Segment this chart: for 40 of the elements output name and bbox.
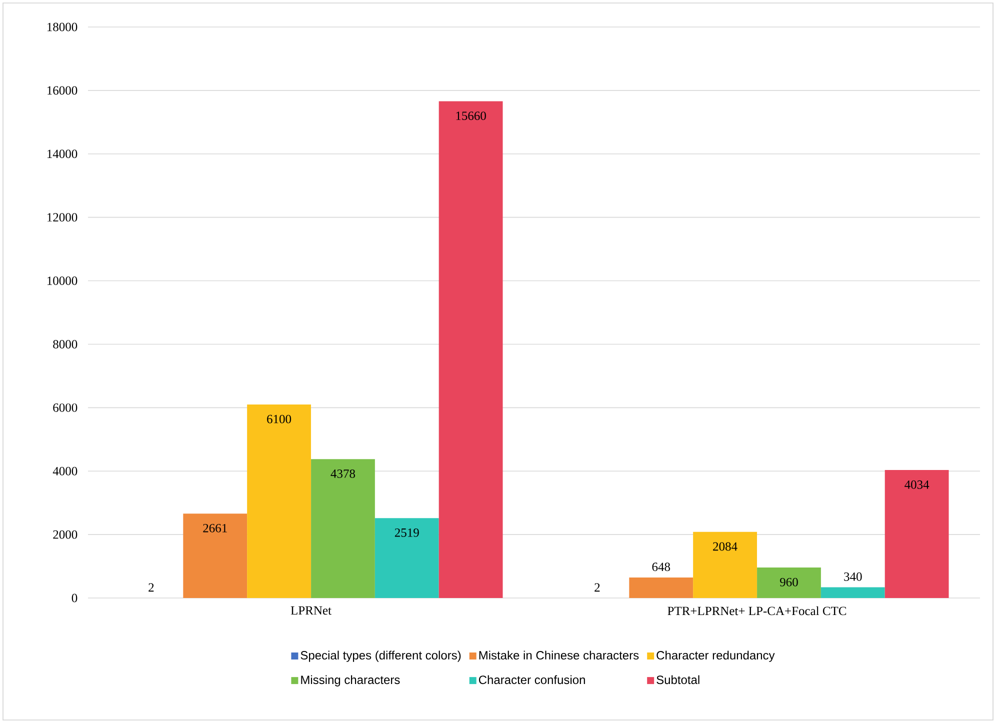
bar [693,532,757,598]
bar [438,101,503,598]
data-label: 15660 [456,112,486,120]
y-tick-label: 0 [72,594,78,602]
y-tick-label: 12000 [47,213,78,222]
legend-label: Mistake in Chinese characters [479,650,639,660]
legend-label: Subtotal [656,675,700,684]
y-tick-label: 10000 [47,276,78,285]
bar [183,514,248,598]
data-label: 2084 [713,542,738,551]
legend-label: Missing characters [301,675,400,686]
y-tick-label: 4000 [52,466,78,476]
bar [629,577,694,598]
data-label: 340 [844,572,862,581]
bar [311,459,375,598]
bar [757,568,821,598]
data-label: 648 [652,562,670,572]
data-label: 2519 [394,528,419,537]
legend-label: Character redundancy [656,650,775,662]
bar [247,404,311,598]
y-tick-label: 6000 [53,403,78,412]
y-tick-label: 18000 [47,22,78,32]
y-tick-label: 14000 [47,150,78,158]
y-tick-label: 16000 [47,86,78,95]
data-label: 2 [594,583,600,592]
bar [884,470,949,598]
data-label: 6100 [267,414,292,424]
bar [820,587,885,598]
data-label: 960 [780,578,798,586]
y-tick-label: 8000 [53,340,78,348]
x-tick-label: LPRNet [290,606,332,615]
data-label: 2 [148,583,154,592]
data-label: 4034 [904,480,930,489]
y-tick-label: 2000 [53,530,78,539]
legend-label: Special types (different colors) [300,650,461,662]
data-label: 2661 [203,524,227,532]
data-label: 4378 [330,469,356,478]
bar [374,518,439,598]
legend-label: Character confusion [478,675,585,684]
x-tick-label: PTR+LPRNet+ LP-CA+Focal CTC [668,606,846,616]
